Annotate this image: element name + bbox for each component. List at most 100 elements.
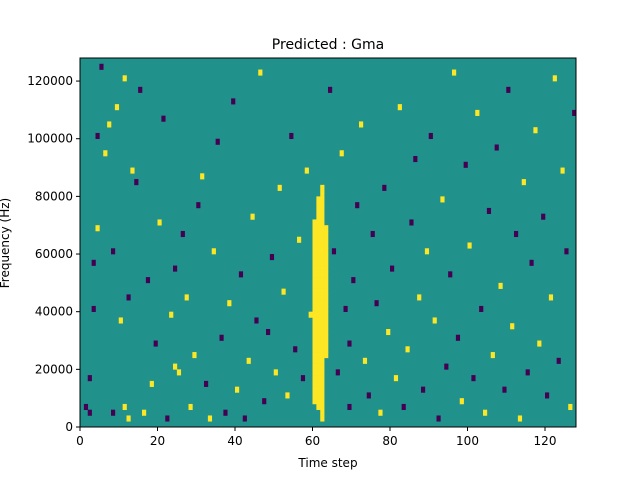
heatmap-cell [138,86,143,93]
heatmap-cell [320,288,325,295]
heatmap-cell [200,173,205,180]
heatmap-cell [246,357,251,364]
heatmap-cell [254,317,259,324]
heatmap-cell [312,300,317,307]
heatmap-cell [324,271,329,278]
heatmap-cell [312,375,317,382]
heatmap-cell [126,294,131,301]
heatmap-cell [266,328,271,336]
x-tick-label: 120 [534,434,557,448]
y-tick-label: 80000 [35,189,73,203]
heatmap-cell [382,184,387,191]
heatmap-cell [320,323,325,330]
heatmap-cell [320,363,325,370]
heatmap-cell [312,259,317,266]
heatmap-cell [320,219,325,226]
y-tick-label: 60000 [35,247,73,261]
heatmap-cell [165,415,170,422]
heatmap-cell [316,398,321,405]
heatmap-cell [347,340,352,347]
heatmap-cell [421,386,426,393]
heatmap-cell [560,167,565,174]
heatmap-cell [219,334,224,341]
heatmap-cell [320,334,325,341]
y-axis-label: Frequency (Hz) [0,198,12,289]
heatmap-cell [308,311,313,318]
heatmap-cell [545,392,550,399]
heatmap-cell [506,86,511,93]
heatmap-cell [312,392,317,399]
heatmap-cell [176,369,182,376]
heatmap-cell [548,294,554,301]
heatmap-cell [568,403,573,411]
heatmap-cell [111,409,116,416]
heatmap-cell [459,398,464,405]
heatmap-cell [316,230,321,238]
heatmap-cell [324,277,329,284]
heatmap-cell [514,230,519,238]
heatmap-cell [130,167,135,174]
heatmap-cell [312,352,317,359]
heatmap-cell [316,311,321,318]
heatmap-cell [300,375,306,382]
heatmap-cell [490,352,495,359]
heatmap-cell [320,409,325,416]
heatmap-cell [99,63,104,70]
heatmap-cell [494,144,499,151]
heatmap-cell [320,277,325,284]
heatmap-cell [227,300,232,307]
heatmap-cell [238,271,244,278]
heatmap-cell [467,242,472,249]
heatmap-cell [312,380,317,387]
heatmap-cell [347,403,352,411]
heatmap-cell [215,138,220,145]
heatmap-cell [312,340,317,347]
heatmap-cell [316,328,321,336]
heatmap-cell [316,248,321,255]
heatmap-cell [401,403,406,411]
heatmap-cell [324,328,329,336]
heatmap-cell [328,86,333,93]
heatmap-cell [320,398,325,405]
heatmap-cell [173,265,178,272]
heatmap-cell [312,265,317,272]
heatmap-cell [312,305,317,312]
heatmap-cell [324,230,329,238]
heatmap-cell [316,254,321,261]
heatmap-cell [324,311,329,318]
heatmap-cell [304,167,309,174]
heatmap-cell [289,132,294,140]
heatmap-cell [397,104,402,111]
heatmap-cell [103,150,108,157]
heatmap-cell [331,248,337,255]
heatmap-cell [320,380,325,387]
heatmap-cell [517,415,523,422]
heatmap-cell [122,403,127,411]
heatmap-cell [312,219,317,226]
x-tick-label: 20 [150,434,165,448]
heatmap-cell [95,132,100,140]
heatmap-cell [552,75,557,82]
heatmap-cell [91,259,96,266]
heatmap-cell [510,323,515,330]
heatmap-cell [436,415,441,422]
heatmap-cell [324,259,329,266]
heatmap-cell [452,69,457,76]
heatmap-cell [355,202,360,209]
heatmap-cell [207,415,213,422]
heatmap-cell [316,225,321,232]
heatmap-cell [312,225,317,232]
heatmap-cell [320,202,325,209]
heatmap-cell [316,357,321,364]
heatmap-cell [122,75,127,82]
heatmap-cell [521,179,526,186]
heatmap-cell [231,98,236,105]
heatmap-cell [87,409,92,416]
heatmap-cell [312,236,317,243]
heatmap-cell [320,305,325,312]
heatmap-cell [444,363,449,370]
y-tick-label: 120000 [27,74,73,88]
heatmap-cell [316,380,321,387]
heatmap-cell [204,380,209,387]
